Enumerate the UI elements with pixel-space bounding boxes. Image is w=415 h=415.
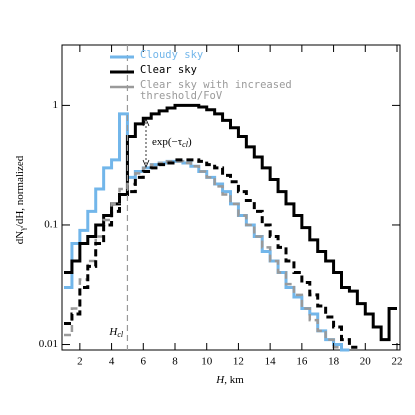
x-tick-label: 16 bbox=[296, 356, 308, 368]
x-tick-label: 14 bbox=[265, 356, 277, 368]
y-label-main: dN bbox=[14, 231, 26, 245]
y-axis-label: dNγ/dH, normalized bbox=[14, 155, 27, 244]
histogram-outline bbox=[64, 158, 358, 349]
annotation-end: ) bbox=[188, 136, 192, 148]
x-label-rest: , km bbox=[224, 374, 244, 386]
x-tick-label: 2 bbox=[77, 356, 83, 368]
x-tick-label: 8 bbox=[172, 356, 178, 368]
y-tick-label: 0.1 bbox=[44, 218, 58, 230]
reference-label-main: H bbox=[108, 326, 118, 338]
x-tick-label: 12 bbox=[233, 356, 244, 368]
histogram-outline bbox=[64, 112, 350, 352]
legend-label: Cloudy sky bbox=[140, 50, 204, 61]
reference-label-sub: cl bbox=[117, 330, 124, 339]
plot-frame bbox=[61, 44, 401, 351]
y-label-sub: γ bbox=[18, 227, 27, 232]
arrow-head bbox=[142, 117, 150, 127]
x-tick-label: 22 bbox=[392, 356, 403, 368]
reference-label: Hcl bbox=[108, 326, 124, 339]
legend-entry: Cloudy sky bbox=[140, 50, 204, 61]
x-tick-label: 18 bbox=[328, 356, 340, 368]
annotation-sub: cl bbox=[182, 140, 189, 149]
y-tick-label: 0.01 bbox=[39, 338, 58, 350]
annotation: exp(−τcl) bbox=[152, 136, 192, 149]
histogram-outline bbox=[64, 160, 342, 349]
plot bbox=[64, 103, 397, 352]
x-label-main: H bbox=[215, 374, 225, 386]
y-tick-label: 1 bbox=[53, 99, 59, 111]
legend-entry: Clear sky bbox=[140, 65, 197, 76]
x-tick-label: 10 bbox=[201, 356, 213, 368]
legend-label: Clear sky bbox=[140, 65, 197, 76]
legend-label: Clear sky with increased threshold/FoV bbox=[140, 80, 292, 102]
arrow-head bbox=[142, 159, 150, 169]
annotation-text: exp(−τ bbox=[152, 136, 183, 148]
legend-entry: Clear sky with increased threshold/FoV bbox=[140, 80, 292, 102]
x-axis-label: H, km bbox=[215, 374, 244, 386]
histogram-outline bbox=[64, 103, 397, 342]
x-tick-label: 4 bbox=[109, 356, 115, 368]
y-label-rest: /dH, normalized bbox=[14, 155, 26, 227]
x-tick-label: 20 bbox=[360, 356, 372, 368]
x-tick-label: 6 bbox=[141, 356, 147, 368]
